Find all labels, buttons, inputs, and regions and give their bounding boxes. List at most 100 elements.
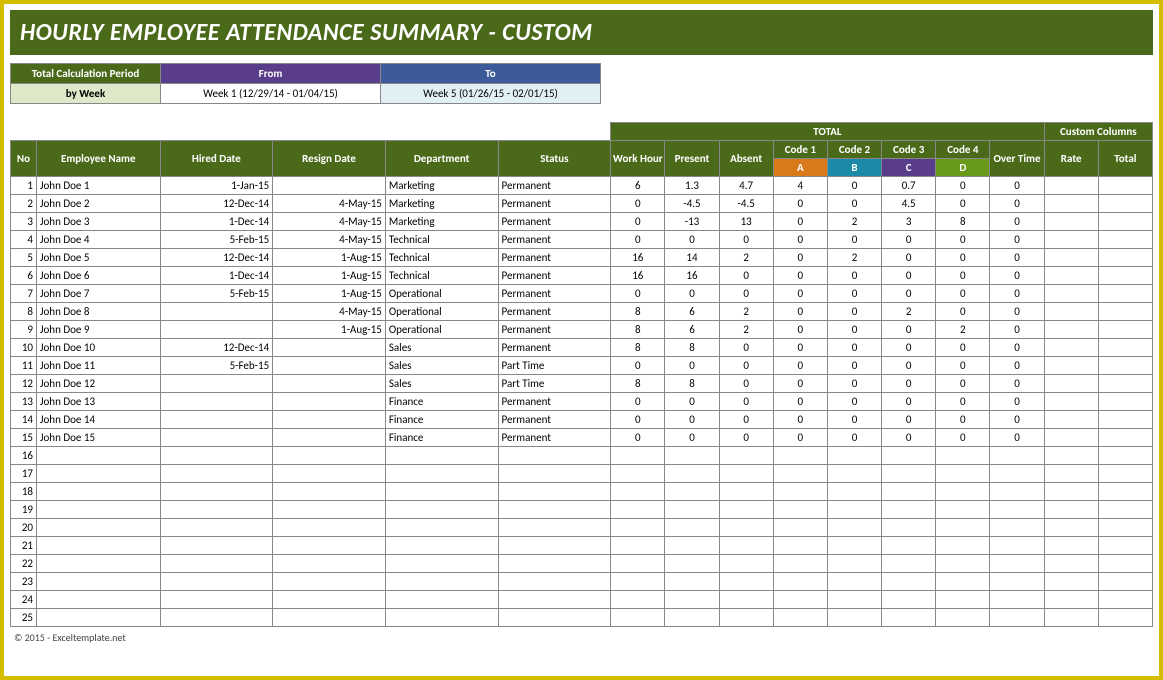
- cell[interactable]: John Doe 7: [37, 285, 161, 303]
- cell[interactable]: [273, 501, 386, 519]
- cell[interactable]: 0: [773, 285, 827, 303]
- cell[interactable]: 8: [665, 339, 719, 357]
- cell[interactable]: 1-Aug-15: [273, 267, 386, 285]
- cell[interactable]: [1098, 465, 1152, 483]
- cell[interactable]: 0: [611, 357, 665, 375]
- cell[interactable]: 0: [773, 249, 827, 267]
- cell[interactable]: [882, 519, 936, 537]
- cell[interactable]: [37, 483, 161, 501]
- cell[interactable]: Finance: [385, 393, 498, 411]
- cell[interactable]: [719, 447, 773, 465]
- cell[interactable]: [936, 519, 990, 537]
- cell[interactable]: [273, 447, 386, 465]
- cell[interactable]: [719, 465, 773, 483]
- cell[interactable]: Operational: [385, 285, 498, 303]
- cell[interactable]: 9: [11, 321, 37, 339]
- cell[interactable]: [1044, 375, 1098, 393]
- cell[interactable]: [936, 555, 990, 573]
- cell[interactable]: Marketing: [385, 177, 498, 195]
- cell[interactable]: [273, 375, 386, 393]
- cell[interactable]: 0: [773, 213, 827, 231]
- cell[interactable]: [498, 537, 611, 555]
- cell[interactable]: 0: [611, 429, 665, 447]
- period-value-to[interactable]: Week 5 (01/26/15 - 02/01/15): [381, 84, 601, 104]
- cell[interactable]: 8: [665, 375, 719, 393]
- cell[interactable]: 0: [773, 411, 827, 429]
- cell[interactable]: 0: [773, 321, 827, 339]
- cell[interactable]: Permanent: [498, 213, 611, 231]
- cell[interactable]: 20: [11, 519, 37, 537]
- cell[interactable]: [990, 483, 1044, 501]
- cell[interactable]: [1044, 447, 1098, 465]
- cell[interactable]: Operational: [385, 321, 498, 339]
- cell[interactable]: 15: [11, 429, 37, 447]
- cell[interactable]: [1098, 483, 1152, 501]
- cell[interactable]: -4.5: [719, 195, 773, 213]
- cell[interactable]: 2: [11, 195, 37, 213]
- cell[interactable]: [160, 483, 273, 501]
- cell[interactable]: 0: [882, 429, 936, 447]
- cell[interactable]: [882, 501, 936, 519]
- cell[interactable]: 6: [665, 303, 719, 321]
- cell[interactable]: [1044, 213, 1098, 231]
- cell[interactable]: 0: [611, 195, 665, 213]
- cell[interactable]: [1098, 609, 1152, 627]
- cell[interactable]: [990, 447, 1044, 465]
- cell[interactable]: Marketing: [385, 213, 498, 231]
- cell[interactable]: [665, 555, 719, 573]
- cell[interactable]: [160, 519, 273, 537]
- cell[interactable]: John Doe 11: [37, 357, 161, 375]
- cell[interactable]: Permanent: [498, 249, 611, 267]
- cell[interactable]: [1044, 231, 1098, 249]
- cell[interactable]: [385, 537, 498, 555]
- cell[interactable]: [160, 321, 273, 339]
- cell[interactable]: [882, 483, 936, 501]
- cell[interactable]: [719, 591, 773, 609]
- cell[interactable]: John Doe 14: [37, 411, 161, 429]
- cell[interactable]: Technical: [385, 231, 498, 249]
- cell[interactable]: [1098, 555, 1152, 573]
- cell[interactable]: [990, 573, 1044, 591]
- cell[interactable]: [273, 555, 386, 573]
- cell[interactable]: 18: [11, 483, 37, 501]
- cell[interactable]: [160, 537, 273, 555]
- cell[interactable]: [1098, 249, 1152, 267]
- cell[interactable]: 0: [990, 249, 1044, 267]
- cell[interactable]: 0: [611, 213, 665, 231]
- cell[interactable]: 0: [936, 393, 990, 411]
- cell[interactable]: [936, 591, 990, 609]
- cell[interactable]: [1044, 609, 1098, 627]
- cell[interactable]: 0: [990, 357, 1044, 375]
- cell[interactable]: [1044, 411, 1098, 429]
- cell[interactable]: 0: [936, 357, 990, 375]
- cell[interactable]: [37, 447, 161, 465]
- cell[interactable]: 4-May-15: [273, 213, 386, 231]
- cell[interactable]: [160, 393, 273, 411]
- cell[interactable]: [1044, 555, 1098, 573]
- cell[interactable]: 0: [936, 231, 990, 249]
- cell[interactable]: [1098, 285, 1152, 303]
- cell[interactable]: 0: [936, 303, 990, 321]
- cell[interactable]: Permanent: [498, 195, 611, 213]
- cell[interactable]: 0: [990, 267, 1044, 285]
- cell[interactable]: [37, 537, 161, 555]
- cell[interactable]: 1-Aug-15: [273, 285, 386, 303]
- cell[interactable]: Permanent: [498, 285, 611, 303]
- cell[interactable]: [37, 501, 161, 519]
- cell[interactable]: 0: [882, 339, 936, 357]
- cell[interactable]: [1044, 429, 1098, 447]
- cell[interactable]: [1098, 573, 1152, 591]
- cell[interactable]: 0: [936, 249, 990, 267]
- cell[interactable]: 0: [665, 357, 719, 375]
- cell[interactable]: [665, 501, 719, 519]
- cell[interactable]: [665, 483, 719, 501]
- cell[interactable]: [160, 555, 273, 573]
- cell[interactable]: [273, 393, 386, 411]
- cell[interactable]: -13: [665, 213, 719, 231]
- cell[interactable]: [719, 501, 773, 519]
- cell[interactable]: [385, 447, 498, 465]
- cell[interactable]: Permanent: [498, 411, 611, 429]
- cell[interactable]: 0: [827, 285, 881, 303]
- cell[interactable]: [882, 465, 936, 483]
- cell[interactable]: [719, 555, 773, 573]
